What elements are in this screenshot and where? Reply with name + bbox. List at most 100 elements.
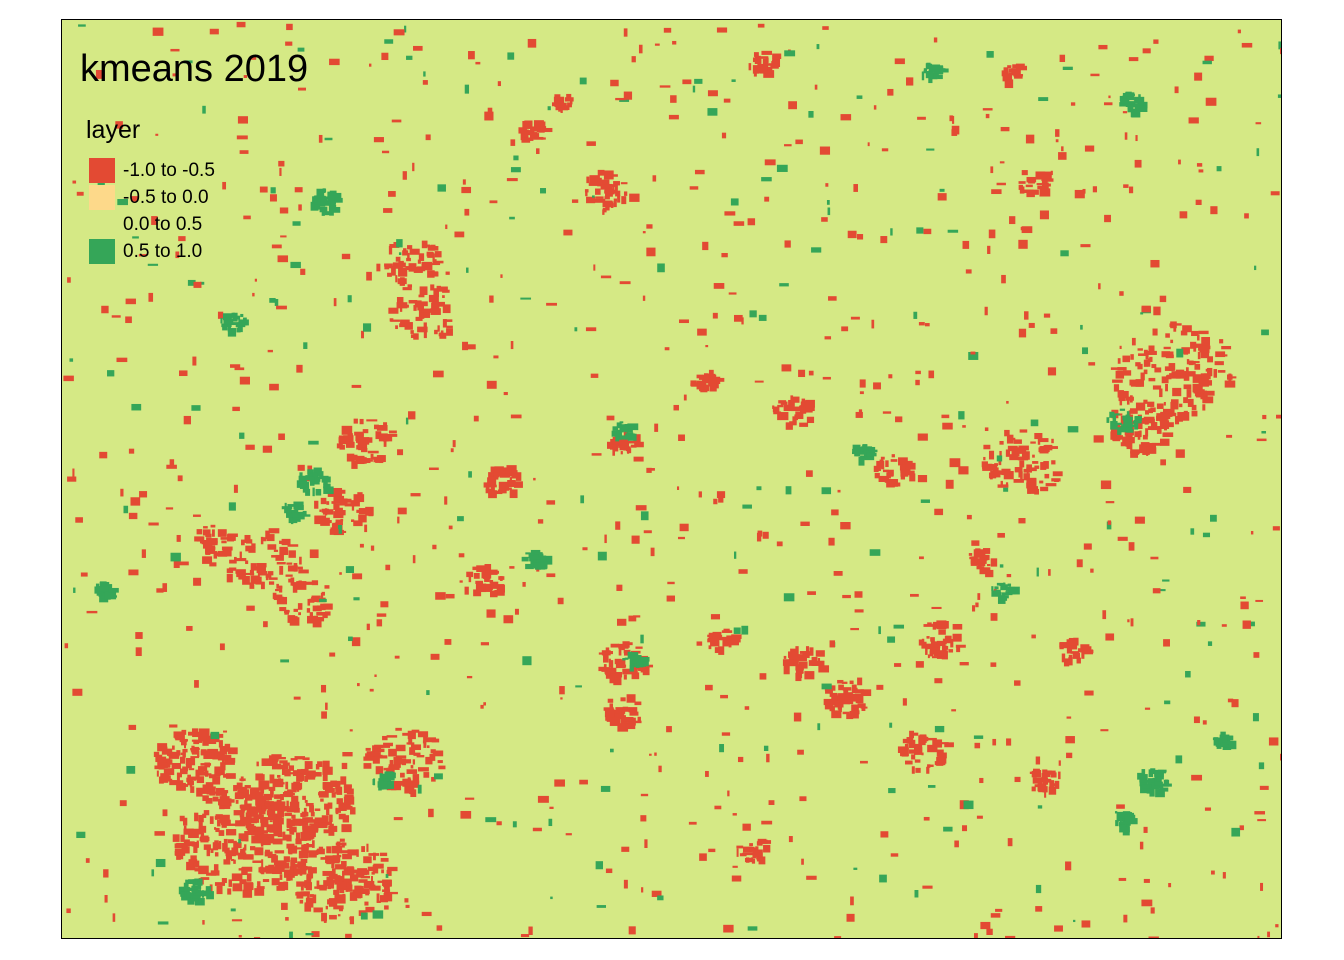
raster-cell bbox=[619, 433, 623, 440]
raster-cell bbox=[276, 562, 286, 565]
raster-cell bbox=[431, 302, 440, 311]
legend: layer -1.0 to -0.5 -0.5 to 0.0 0.0 to 0.… bbox=[86, 118, 215, 265]
raster-cell bbox=[240, 776, 244, 782]
raster-cell bbox=[268, 528, 280, 534]
raster-cell bbox=[1183, 486, 1192, 493]
raster-cell bbox=[215, 787, 225, 796]
raster-cell bbox=[939, 188, 945, 192]
legend-title: layer bbox=[86, 116, 141, 144]
raster-cell bbox=[496, 490, 503, 495]
raster-cell bbox=[548, 818, 553, 827]
raster-cell bbox=[1174, 416, 1180, 425]
raster-cell bbox=[752, 850, 759, 858]
raster-cell bbox=[808, 370, 814, 376]
raster-cell bbox=[623, 650, 626, 654]
raster-cell bbox=[540, 188, 547, 194]
raster-cell bbox=[510, 139, 516, 146]
raster-cell bbox=[831, 693, 838, 701]
raster-cell bbox=[353, 869, 360, 874]
raster-cell bbox=[1145, 410, 1150, 415]
raster-cell bbox=[727, 790, 730, 797]
raster-cell bbox=[198, 734, 208, 742]
raster-cell bbox=[654, 423, 659, 432]
raster-cell bbox=[370, 876, 373, 882]
raster-cell bbox=[705, 684, 713, 691]
raster-cell bbox=[464, 797, 475, 800]
raster-cell bbox=[1021, 170, 1028, 176]
raster-cell bbox=[236, 558, 247, 562]
raster-cell bbox=[373, 424, 379, 430]
raster-cell bbox=[206, 872, 217, 876]
raster-cell bbox=[744, 706, 750, 710]
raster-cell bbox=[1044, 789, 1047, 798]
raster-cell bbox=[522, 581, 526, 587]
raster-cell bbox=[635, 646, 643, 649]
legend-item-neg-high: -1.0 to -0.5 bbox=[86, 157, 215, 184]
raster-cell bbox=[300, 891, 310, 895]
raster-cell bbox=[766, 753, 770, 763]
raster-cell bbox=[272, 819, 279, 828]
raster-cell bbox=[276, 583, 279, 589]
raster-cell bbox=[213, 551, 218, 559]
raster-cell bbox=[1035, 884, 1042, 894]
raster-cell bbox=[229, 559, 237, 564]
map-panel[interactable]: kmeans 2019 layer -1.0 to -0.5 -0.5 to 0… bbox=[61, 19, 1282, 939]
raster-cell bbox=[1150, 907, 1155, 914]
raster-cell bbox=[369, 688, 374, 692]
raster-cell bbox=[333, 495, 345, 504]
raster-cell bbox=[294, 582, 299, 589]
raster-cell bbox=[1226, 434, 1233, 438]
raster-cell bbox=[286, 610, 290, 613]
raster-cell bbox=[180, 850, 184, 860]
raster-cell bbox=[231, 847, 239, 854]
raster-cell bbox=[249, 846, 256, 851]
raster-cell bbox=[430, 284, 435, 291]
raster-cell bbox=[227, 747, 238, 755]
raster-cell bbox=[860, 689, 872, 697]
raster-cell bbox=[151, 216, 158, 225]
raster-cell bbox=[250, 794, 257, 800]
raster-cell bbox=[321, 711, 327, 719]
raster-cell bbox=[324, 803, 329, 810]
raster-cell bbox=[822, 26, 829, 30]
raster-cell bbox=[383, 880, 389, 888]
raster-cell bbox=[1041, 773, 1048, 780]
raster-cell bbox=[1179, 369, 1183, 374]
raster-cell bbox=[1034, 488, 1039, 495]
raster-cell bbox=[293, 864, 303, 868]
raster-cell bbox=[239, 551, 242, 560]
raster-cell bbox=[673, 404, 679, 411]
raster-cell bbox=[861, 705, 866, 711]
raster-cell bbox=[485, 583, 493, 592]
raster-map[interactable] bbox=[62, 20, 1281, 938]
raster-cell bbox=[529, 135, 534, 141]
raster-cell bbox=[826, 200, 830, 205]
raster-cell bbox=[620, 182, 628, 185]
raster-cell bbox=[432, 271, 439, 277]
raster-cell bbox=[1240, 601, 1249, 610]
raster-cell bbox=[855, 411, 863, 418]
raster-cell bbox=[253, 831, 261, 835]
raster-cell bbox=[984, 559, 987, 564]
raster-cell bbox=[200, 835, 209, 843]
raster-cell bbox=[1126, 398, 1130, 405]
raster-cell bbox=[293, 864, 297, 873]
raster-cell bbox=[273, 861, 285, 866]
raster-cell bbox=[917, 116, 926, 120]
raster-cell bbox=[651, 890, 662, 897]
raster-cell bbox=[1027, 488, 1032, 494]
raster-cell bbox=[934, 725, 945, 733]
raster-cell bbox=[290, 859, 296, 868]
raster-cell bbox=[271, 555, 279, 558]
raster-cell bbox=[286, 828, 291, 831]
raster-cell bbox=[559, 686, 565, 695]
raster-cell bbox=[400, 262, 406, 268]
raster-cell bbox=[1050, 783, 1059, 787]
raster-cell bbox=[462, 179, 466, 185]
raster-cell bbox=[291, 819, 295, 827]
raster-cell bbox=[277, 774, 281, 778]
raster-cell bbox=[708, 645, 712, 650]
raster-cell bbox=[343, 786, 351, 794]
raster-cell bbox=[262, 879, 270, 883]
raster-cell bbox=[199, 815, 203, 819]
